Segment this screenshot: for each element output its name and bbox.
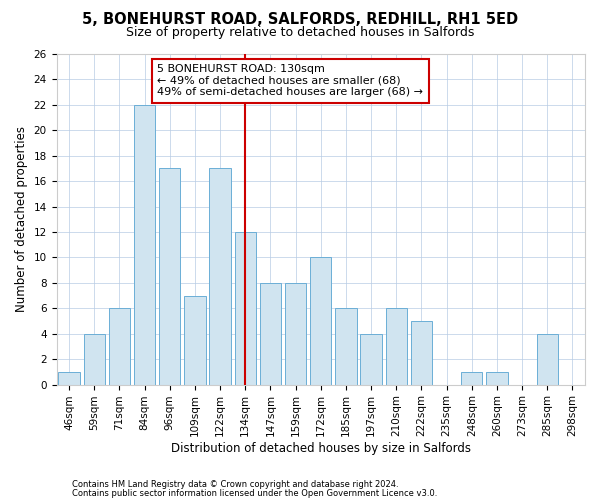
Text: Contains HM Land Registry data © Crown copyright and database right 2024.: Contains HM Land Registry data © Crown c…	[72, 480, 398, 489]
Bar	[235, 232, 256, 384]
Text: 5, BONEHURST ROAD, SALFORDS, REDHILL, RH1 5ED: 5, BONEHURST ROAD, SALFORDS, REDHILL, RH…	[82, 12, 518, 28]
Bar	[184, 296, 206, 384]
Bar	[109, 308, 130, 384]
Text: 5 BONEHURST ROAD: 130sqm
← 49% of detached houses are smaller (68)
49% of semi-d: 5 BONEHURST ROAD: 130sqm ← 49% of detach…	[157, 64, 423, 98]
Bar	[159, 168, 181, 384]
Text: Size of property relative to detached houses in Salfords: Size of property relative to detached ho…	[126, 26, 474, 39]
Bar	[361, 334, 382, 384]
Bar	[134, 105, 155, 384]
Y-axis label: Number of detached properties: Number of detached properties	[15, 126, 28, 312]
Bar	[260, 283, 281, 384]
Bar	[58, 372, 80, 384]
Bar	[209, 168, 231, 384]
Bar	[461, 372, 482, 384]
X-axis label: Distribution of detached houses by size in Salfords: Distribution of detached houses by size …	[171, 442, 471, 455]
Bar	[310, 258, 331, 384]
Bar	[83, 334, 105, 384]
Bar	[285, 283, 306, 384]
Bar	[335, 308, 356, 384]
Bar	[536, 334, 558, 384]
Bar	[486, 372, 508, 384]
Text: Contains public sector information licensed under the Open Government Licence v3: Contains public sector information licen…	[72, 488, 437, 498]
Bar	[411, 321, 432, 384]
Bar	[386, 308, 407, 384]
